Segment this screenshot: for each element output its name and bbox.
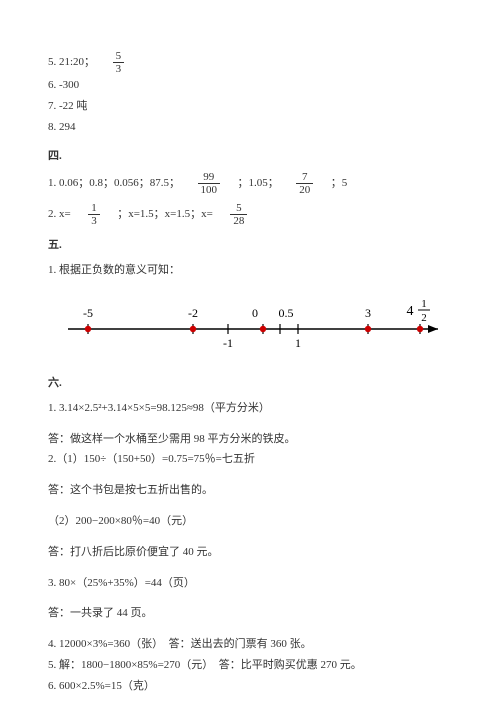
sec4-line-2: 2. x= 1 3 ；x=1.5；x=1.5；x= 5 28 <box>48 202 452 227</box>
text: ；5 <box>331 177 348 189</box>
denominator: 20 <box>296 184 313 196</box>
answer-line-8: 8. 294 <box>48 117 452 138</box>
text: 5. 21:20； <box>48 56 95 68</box>
sec6-line: 2.（1）150÷（150+50）=0.75=75％=七五折 <box>48 449 452 470</box>
sec6-line: 3. 80×（25%+35%）=44（页） <box>48 573 452 594</box>
sec6-line: 4. 12000×3%=360（张） 答：送出去的门票有 360 张。 <box>48 634 452 655</box>
sec6-line <box>48 419 452 429</box>
sec6-line: 答：一共录了 44 页。 <box>48 603 452 624</box>
sec6-line: 答：打八折后比原价便宜了 40 元。 <box>48 542 452 563</box>
answer-line-6: 6. -300 <box>48 75 452 96</box>
svg-text:0.5: 0.5 <box>279 306 294 320</box>
sec6-line <box>48 624 452 634</box>
section-heading-5: 五. <box>48 235 452 256</box>
sec6-line: （2）200−200×80％=40（元） <box>48 511 452 532</box>
fraction-99-100: 99 100 <box>198 171 221 196</box>
number-line-svg: -5-2-100.513412 <box>48 285 448 365</box>
svg-text:4: 4 <box>407 304 414 319</box>
denominator: 28 <box>230 215 247 227</box>
fraction-7-20: 7 20 <box>296 171 313 196</box>
numerator: 7 <box>296 171 313 184</box>
text: ；x=1.5；x=1.5；x= <box>117 208 213 220</box>
numerator: 5 <box>230 202 247 215</box>
answer-line-7: 7. -22 吨 <box>48 96 452 117</box>
sec5-line-1: 1. 根据正负数的意义可知： <box>48 260 452 281</box>
section-heading-6: 六. <box>48 373 452 394</box>
text: ；1.05； <box>238 177 279 189</box>
text: 1. 0.06；0.8；0.056；87.5； <box>48 177 180 189</box>
denominator: 100 <box>198 184 221 196</box>
fraction-5-3: 5 3 <box>113 50 125 75</box>
svg-text:-1: -1 <box>223 336 233 350</box>
sec6-line <box>48 532 452 542</box>
sec6-line: 答：做这样一个水桶至少需用 98 平方分米的铁皮。 <box>48 429 452 450</box>
denominator: 3 <box>88 215 100 227</box>
sec6-line: 答：这个书包是按七五折出售的。 <box>48 480 452 501</box>
svg-text:0: 0 <box>252 306 258 320</box>
numerator: 5 <box>113 50 125 63</box>
answer-line-5: 5. 21:20； 5 3 <box>48 50 452 75</box>
svg-text:-5: -5 <box>83 306 93 320</box>
sec6-line <box>48 470 452 480</box>
sec6-line <box>48 501 452 511</box>
denominator: 3 <box>113 63 125 75</box>
svg-text:-2: -2 <box>188 306 198 320</box>
sec6-line <box>48 593 452 603</box>
section-heading-4: 四. <box>48 146 452 167</box>
sec4-line-1: 1. 0.06；0.8；0.056；87.5； 99 100 ；1.05； 7 … <box>48 171 452 196</box>
numerator: 99 <box>198 171 221 184</box>
sec6-line: 5. 解：1800−1800×85%=270（元） 答：比平时购买优惠 270 … <box>48 655 452 676</box>
sec6-line <box>48 563 452 573</box>
svg-text:2: 2 <box>421 312 427 324</box>
sec6-line: 6. 600×2.5%=15（克） <box>48 676 452 697</box>
fraction-5-28: 5 28 <box>230 202 247 227</box>
sec6-body: 1. 3.14×2.5²+3.14×5×5=98.125≈98（平方分米） 答：… <box>48 398 452 697</box>
svg-text:1: 1 <box>295 336 301 350</box>
sec6-line: 1. 3.14×2.5²+3.14×5×5=98.125≈98（平方分米） <box>48 398 452 419</box>
svg-text:1: 1 <box>421 298 427 310</box>
numerator: 1 <box>88 202 100 215</box>
svg-text:3: 3 <box>365 306 371 320</box>
number-line-diagram: -5-2-100.513412 <box>48 285 452 365</box>
text: 2. x= <box>48 208 71 220</box>
fraction-1-3: 1 3 <box>88 202 100 227</box>
